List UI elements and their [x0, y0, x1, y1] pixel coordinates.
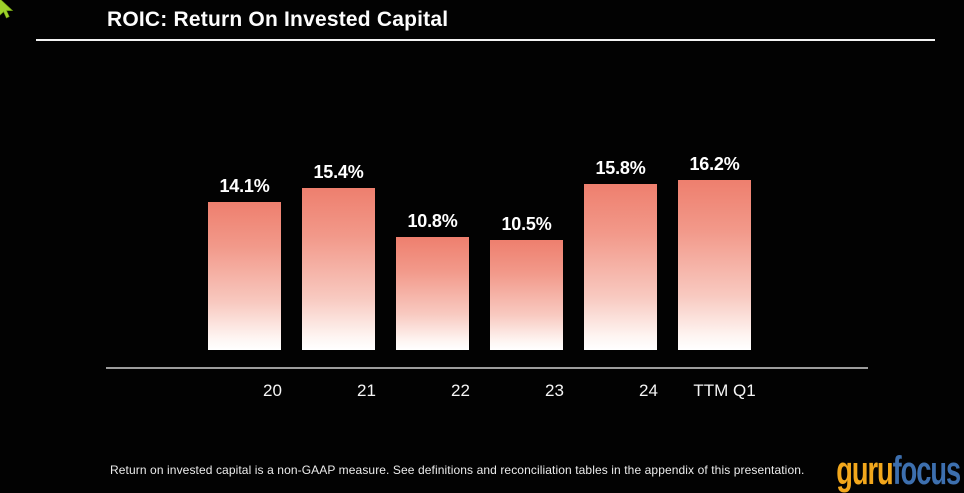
mouse-pointer-icon: [0, 0, 14, 19]
logo-focus-text: focus: [892, 449, 961, 493]
bar-22: [396, 237, 469, 350]
bar-value-label: 14.1%: [219, 176, 270, 196]
bar-value-label: 15.8%: [595, 158, 646, 178]
x-axis-label-TTM Q1: TTM Q1: [693, 381, 756, 400]
bar-20: [208, 202, 281, 350]
bar-value-label: 15.4%: [313, 162, 364, 182]
slide-title: ROIC: Return On Invested Capital: [107, 8, 449, 31]
bar-value-label: 10.8%: [407, 211, 458, 231]
gurufocus-logo: gurufocus: [836, 449, 961, 493]
bar-TTM Q1: [678, 180, 751, 350]
logo-guru-text: guru: [836, 449, 893, 493]
footnote-text: Return on invested capital is a non-GAAP…: [110, 463, 805, 477]
x-axis-label-22: 22: [451, 381, 470, 400]
bar-value-label: 16.2%: [689, 154, 740, 174]
bar-value-label: 10.5%: [501, 214, 552, 234]
bar-21: [302, 188, 375, 350]
x-axis-label-23: 23: [545, 381, 564, 400]
x-axis-label-21: 21: [357, 381, 376, 400]
x-axis-label-20: 20: [263, 381, 282, 400]
x-axis-line: [106, 367, 868, 369]
title-underline: [36, 39, 935, 41]
bar-24: [584, 184, 657, 350]
bar-23: [490, 240, 563, 350]
x-axis-label-24: 24: [639, 381, 658, 400]
